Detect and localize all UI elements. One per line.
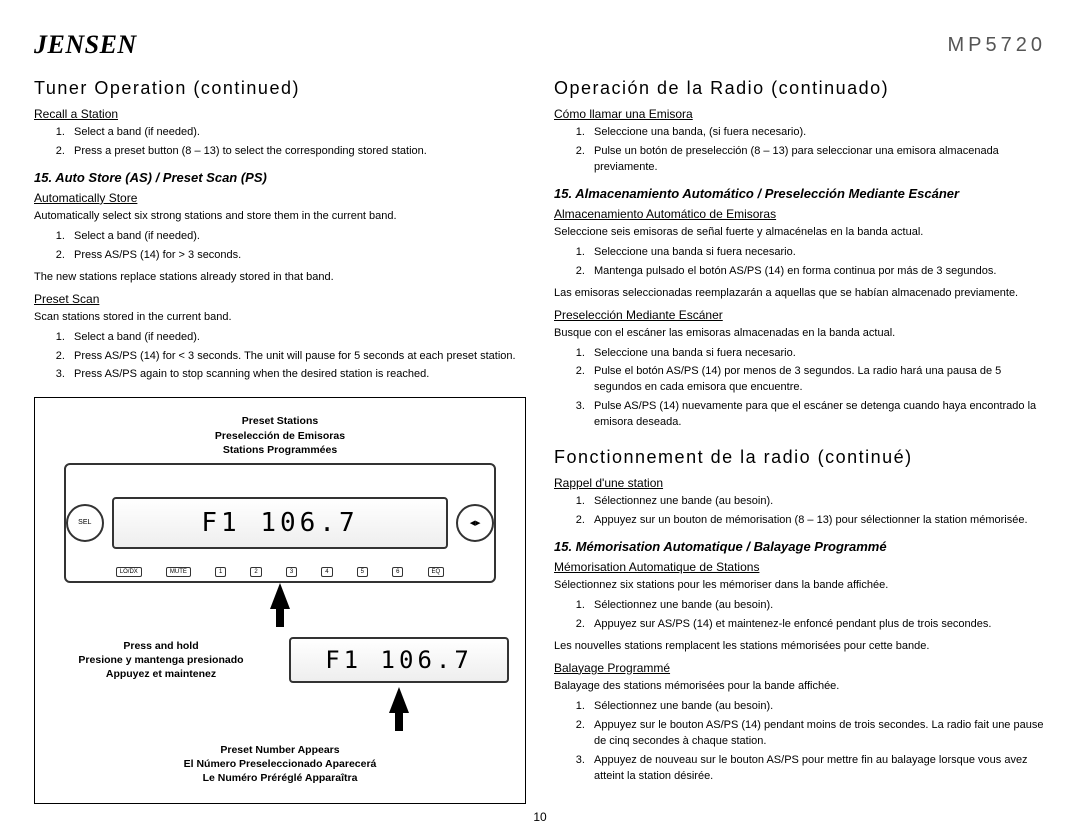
presetscan-list-en: Select a band (if needed). Press AS/PS (… (34, 330, 526, 384)
autostore-heading-fr: Mémorisation Automatique de Stations (554, 560, 1046, 574)
autostore-intro-fr: Sélectionnez six stations pour les mémor… (554, 578, 1046, 594)
list-item: Pulse el botón AS/PS (14) por menos de 3… (588, 364, 1046, 396)
mini-button: 2 (250, 567, 261, 577)
section-title-fr: Fonctionnement de la radio (continué) (554, 447, 1046, 468)
caption-line: Press and hold (45, 639, 277, 653)
feature-title-en: 15. Auto Store (AS) / Preset Scan (PS) (34, 170, 526, 185)
mini-button: 1 (215, 567, 226, 577)
list-item: Appuyez sur un bouton de mémorisation (8… (588, 513, 1046, 529)
list-item: Select a band (if needed). (68, 330, 526, 346)
diagram-box: Preset Stations Preselección de Emisoras… (34, 397, 526, 804)
list-item: Select a band (if needed). (68, 229, 526, 245)
list-item: Appuyez de nouveau sur le bouton AS/PS p… (588, 753, 1046, 785)
caption-preset-stations: Preset Stations Preselección de Emisoras… (45, 414, 515, 457)
recall-list-es: Seleccione una banda, (si fuera necesari… (554, 125, 1046, 176)
presetscan-list-fr: Sélectionnez une bande (au besoin). Appu… (554, 699, 1046, 785)
list-item: Mantenga pulsado el botón AS/PS (14) en … (588, 264, 1046, 280)
presetscan-heading-fr: Balayage Programmé (554, 661, 1046, 675)
presetscan-intro-es: Busque con el escáner las emisoras almac… (554, 326, 1046, 342)
recall-heading-es: Cómo llamar una Emisora (554, 107, 1046, 121)
caption-preset-appears: Preset Number Appears El Número Preselec… (45, 743, 515, 786)
mini-button: 6 (392, 567, 403, 577)
list-item: Press AS/PS (14) for > 3 seconds. (68, 248, 526, 264)
mini-button: 3 (286, 567, 297, 577)
autostore-list-fr: Sélectionnez une bande (au besoin). Appu… (554, 598, 1046, 633)
page-number: 10 (533, 810, 546, 824)
autostore-intro-en: Automatically select six strong stations… (34, 209, 526, 225)
list-item: Seleccione una banda si fuera necesario. (588, 346, 1046, 362)
list-item: Seleccione una banda si fuera necesario. (588, 245, 1046, 261)
list-item: Sélectionnez une bande (au besoin). (588, 494, 1046, 510)
caption-line: Presione y mantenga presionado (45, 653, 277, 667)
list-item: Sélectionnez une bande (au besoin). (588, 598, 1046, 614)
autostore-outro-es: Las emisoras seleccionadas reemplazarán … (554, 286, 1046, 302)
presetscan-intro-fr: Balayage des stations mémorisées pour la… (554, 679, 1046, 695)
section-title-es: Operación de la Radio (continuado) (554, 78, 1046, 99)
caption-line: Preset Number Appears (45, 743, 515, 757)
mini-button: 5 (357, 567, 368, 577)
arrow-up-icon (270, 583, 290, 609)
caption-line: Appuyez et maintenez (45, 667, 277, 681)
stereo-illustration: SEL F1 106.7 ◀▶ LO/DX MUTE 1 2 3 4 5 6 E… (64, 463, 496, 583)
list-item: Select a band (if needed). (68, 125, 526, 141)
presetscan-heading-es: Preselección Mediante Escáner (554, 308, 1046, 322)
caption-line: Preselección de Emisoras (45, 429, 515, 443)
arrow-stem-icon (395, 711, 403, 731)
feature-title-es: 15. Almacenamiento Automático / Preselec… (554, 186, 1046, 201)
list-item: Appuyez sur AS/PS (14) et maintenez-le e… (588, 617, 1046, 633)
knob-left-icon: SEL (66, 504, 104, 542)
brand-logo: JENSEN (34, 30, 137, 60)
list-item: Press a preset button (8 – 13) to select… (68, 144, 526, 160)
list-item: Seleccione una banda, (si fuera necesari… (588, 125, 1046, 141)
caption-line: Stations Programmées (45, 443, 515, 457)
right-column: Operación de la Radio (continuado) Cómo … (554, 78, 1046, 804)
list-item: Pulse un botón de preselección (8 – 13) … (588, 144, 1046, 176)
feature-title-fr: 15. Mémorisation Automatique / Balayage … (554, 539, 1046, 554)
autostore-list-es: Seleccione una banda si fuera necesario.… (554, 245, 1046, 280)
autostore-intro-es: Seleccione seis emisoras de señal fuerte… (554, 225, 1046, 241)
list-item: Sélectionnez une bande (au besoin). (588, 699, 1046, 715)
caption-line: Le Numéro Préréglé Apparaîtra (45, 771, 515, 785)
presetscan-list-es: Seleccione una banda si fuera necesario.… (554, 346, 1046, 432)
button-row: LO/DX MUTE 1 2 3 4 5 6 EQ (116, 567, 444, 577)
caption-line: El Número Preseleccionado Aparecerá (45, 757, 515, 771)
list-item: Pulse AS/PS (14) nuevamente para que el … (588, 399, 1046, 431)
page-header: JENSEN MP5720 (34, 30, 1046, 60)
recall-list-en: Select a band (if needed). Press a prese… (34, 125, 526, 160)
mini-button: 4 (321, 567, 332, 577)
lcd-small: F1 106.7 (289, 637, 509, 683)
mini-button: EQ (428, 567, 445, 577)
autostore-outro-en: The new stations replace stations alread… (34, 270, 526, 286)
caption-press-hold: Press and hold Presione y mantenga presi… (45, 639, 277, 682)
caption-line: Preset Stations (45, 414, 515, 428)
autostore-outro-fr: Les nouvelles stations remplacent les st… (554, 639, 1046, 655)
mini-button: MUTE (166, 567, 191, 577)
recall-heading-en: Recall a Station (34, 107, 526, 121)
autostore-list-en: Select a band (if needed). Press AS/PS (… (34, 229, 526, 264)
mini-button: LO/DX (116, 567, 142, 577)
arrow-stem-icon (276, 607, 284, 627)
presetscan-heading-en: Preset Scan (34, 292, 526, 306)
model-number: MP5720 (948, 34, 1047, 57)
left-column: Tuner Operation (continued) Recall a Sta… (34, 78, 526, 804)
recall-heading-fr: Rappel d'une station (554, 476, 1046, 490)
spacer (554, 437, 1046, 447)
list-item: Press AS/PS (14) for < 3 seconds. The un… (68, 349, 526, 365)
lcd-main: F1 106.7 (112, 497, 448, 549)
list-item: Press AS/PS again to stop scanning when … (68, 367, 526, 383)
autostore-heading-en: Automatically Store (34, 191, 526, 205)
lower-diagram-row: Press and hold Presione y mantenga presi… (45, 633, 515, 737)
knob-right-icon: ◀▶ (456, 504, 494, 542)
presetscan-intro-en: Scan stations stored in the current band… (34, 310, 526, 326)
list-item: Appuyez sur le bouton AS/PS (14) pendant… (588, 718, 1046, 750)
arrow-up-icon (389, 687, 409, 713)
section-title-en: Tuner Operation (continued) (34, 78, 526, 99)
autostore-heading-es: Almacenamiento Automático de Emisoras (554, 207, 1046, 221)
content-columns: Tuner Operation (continued) Recall a Sta… (34, 78, 1046, 804)
recall-list-fr: Sélectionnez une bande (au besoin). Appu… (554, 494, 1046, 529)
